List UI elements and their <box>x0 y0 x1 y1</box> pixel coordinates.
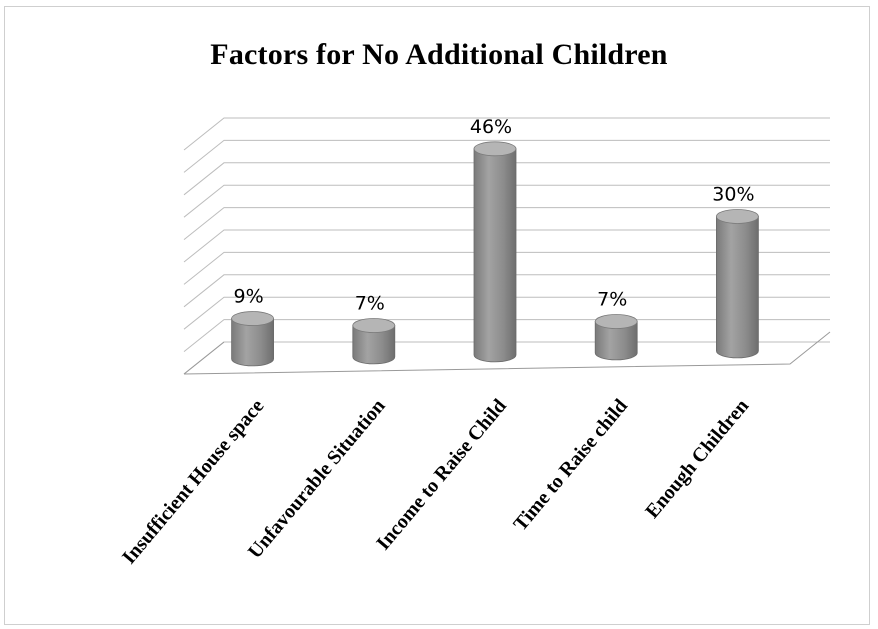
gridline <box>183 162 830 196</box>
bar <box>473 141 517 363</box>
bar <box>594 314 638 361</box>
data-labels: 9% 7% 46% 7% 30% <box>234 116 755 315</box>
bar-top <box>473 141 517 157</box>
gridline <box>183 229 830 263</box>
gridline <box>183 251 830 285</box>
bar-body <box>716 216 759 359</box>
bar <box>716 209 759 359</box>
data-label: 9% <box>234 286 264 308</box>
category-label: Time to Raise child <box>509 395 632 535</box>
bar-top <box>594 314 638 329</box>
bar-body <box>231 318 274 367</box>
bar <box>352 318 396 365</box>
category-label: Unfavourable Situation <box>244 395 390 563</box>
gridline <box>183 296 830 330</box>
bar-body <box>473 148 517 363</box>
bar-top <box>352 318 396 333</box>
gridline <box>183 117 830 151</box>
floor-side-edge <box>183 341 225 375</box>
data-label: 7% <box>355 293 385 315</box>
bar-top <box>716 209 759 224</box>
gridline <box>183 207 830 240</box>
bar-body <box>594 321 638 361</box>
bar-top <box>231 311 275 326</box>
data-label: 46% <box>470 116 512 138</box>
data-label: 7% <box>597 289 627 311</box>
gridline <box>183 184 830 218</box>
gridlines <box>183 117 831 375</box>
bars <box>231 141 759 367</box>
data-label: 30% <box>712 183 754 205</box>
category-label: Income to Raise Child <box>372 395 511 554</box>
chart-title: Factors for No Additional Children <box>210 38 668 71</box>
gridline <box>183 139 830 173</box>
category-label: Enough Children <box>641 395 753 523</box>
category-label: Insufficient House space <box>118 395 268 568</box>
bar-body <box>352 325 396 365</box>
bar <box>231 311 275 367</box>
floor-edge <box>183 331 831 375</box>
gridline <box>183 274 830 308</box>
